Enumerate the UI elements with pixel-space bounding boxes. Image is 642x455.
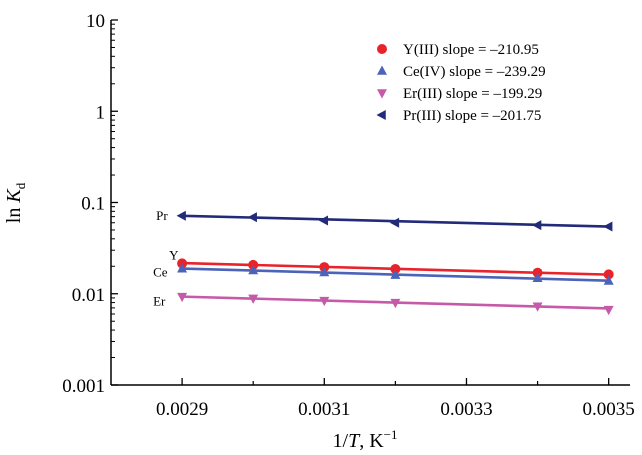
y-tick-label: 0.1 [81,194,105,215]
legend-label: Ce(IV) slope = –239.29 [403,64,546,80]
ticks: 0.0029 0.0031 0.0033 0.0035 0.001 0.01 0.1 1 10 [62,11,635,420]
data-point [390,269,401,279]
data-point [603,221,613,232]
data-markers [176,210,614,316]
legend-marker [377,89,387,99]
legend-label: Pr(III) slope = –201.75 [403,108,541,124]
data-point [603,269,614,280]
data-point [248,294,259,304]
data-point [532,272,543,282]
x-tick-label: 0.0031 [298,399,350,420]
data-point [390,298,401,309]
legend-label: Er(III) slope = –199.29 [403,86,542,102]
x-tick-label: 0.0029 [156,399,208,420]
y-tick-label: 10 [86,11,105,32]
series-tag: Ce [153,265,168,280]
data-point [532,220,542,231]
data-point [177,292,188,303]
data-point [247,212,257,223]
y-axis-label: ln Kd [3,182,28,223]
series-tag: Y [169,247,179,262]
y-tick-label: 1 [96,102,106,123]
data-point [319,266,330,277]
series-tag: Pr [156,208,168,223]
y-tick-label: 0.01 [72,285,105,306]
data-point [603,305,614,316]
series-tag: Er [153,294,166,309]
legend-label: Y(III) slope = –210.95 [403,42,539,58]
data-point [248,264,259,275]
data-point [248,259,259,270]
data-point [319,296,330,307]
fit-lines [182,214,609,310]
legend-marker [377,65,387,75]
y-tick-label: 0.001 [62,376,105,397]
legend: Y(III) slope = –210.95 Ce(IV) slope = –23… [376,42,546,124]
data-point [177,263,188,273]
series-tags: YCe Er Pr [153,208,179,309]
legend-marker [377,44,387,54]
data-point [390,263,401,274]
axes [110,20,630,386]
data-point [176,210,186,221]
x-tick-label: 0.0035 [583,399,635,420]
data-point [389,217,400,228]
x-tick-label: 0.0033 [440,399,492,420]
legend-marker [376,110,386,120]
data-point [532,302,543,312]
data-point [318,215,329,226]
data-point [603,275,614,285]
x-axis-label: 1/T, K−1 [333,427,398,452]
